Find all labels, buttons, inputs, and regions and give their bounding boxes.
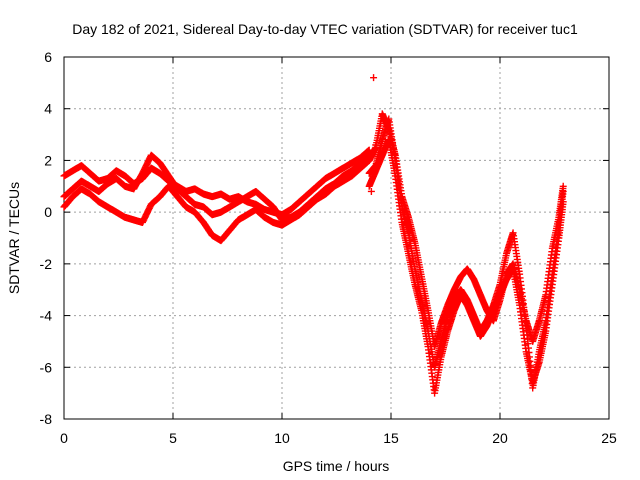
x-tick-label: 15 <box>383 430 399 446</box>
x-axis-label: GPS time / hours <box>283 458 390 474</box>
x-tick-label: 10 <box>274 430 290 446</box>
x-tick-label: 0 <box>60 430 68 446</box>
y-axis-label: SDTVAR / TECUs <box>6 182 22 294</box>
chart-title: Day 182 of 2021, Sidereal Day-to-day VTE… <box>72 21 578 37</box>
y-tick-label: 6 <box>44 49 52 65</box>
y-tick-label: 0 <box>44 204 52 220</box>
x-axis-tick-labels: 0 5 10 15 20 25 <box>60 430 617 446</box>
y-tick-label: 4 <box>44 101 52 117</box>
data-point <box>367 187 375 195</box>
plot-frame <box>63 56 610 420</box>
x-tick-label: 5 <box>169 430 177 446</box>
data-points <box>60 74 567 397</box>
y-axis-tick-labels: -8 -6 -4 -2 0 2 4 6 <box>40 49 53 427</box>
y-tick-label: -6 <box>40 359 53 375</box>
y-tick-label: -2 <box>40 256 53 272</box>
x-tick-label: 20 <box>492 430 508 446</box>
axis-ticks <box>63 56 610 420</box>
data-point <box>559 198 567 206</box>
data-point <box>372 141 380 149</box>
y-tick-label: -4 <box>40 308 53 324</box>
y-tick-label: -8 <box>40 411 53 427</box>
data-point <box>370 74 378 82</box>
x-tick-label: 25 <box>601 430 617 446</box>
data-point <box>559 187 567 195</box>
y-tick-label: 2 <box>44 152 52 168</box>
